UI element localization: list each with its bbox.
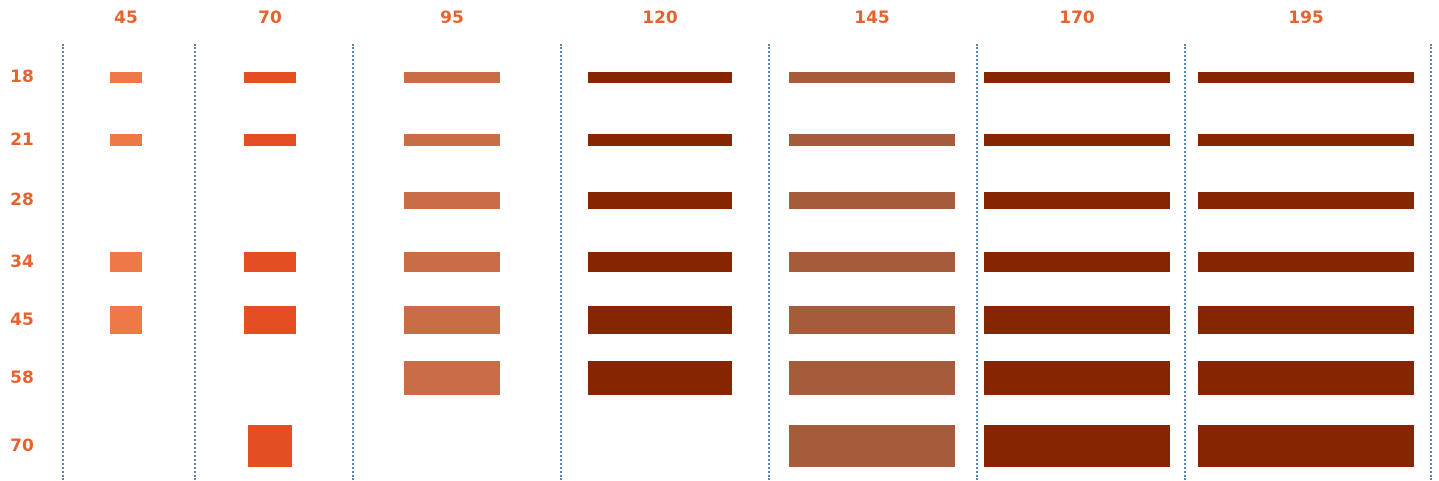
bar-120-21	[588, 133, 732, 147]
bar-170-34	[984, 251, 1170, 273]
row-label-18: 18	[10, 67, 34, 87]
column-divider	[768, 44, 770, 480]
bar-120-45	[588, 306, 732, 334]
bar-95-21	[404, 133, 500, 147]
bar-45-45	[110, 306, 142, 334]
bar-70-70	[248, 425, 292, 467]
column-label-170: 170	[1059, 8, 1095, 28]
bar-170-45	[984, 306, 1170, 334]
bar-170-28	[984, 191, 1170, 209]
bar-195-28	[1198, 191, 1414, 209]
column-label-70: 70	[258, 8, 282, 28]
column-divider	[560, 44, 562, 480]
bar-120-28	[588, 191, 732, 209]
column-label-195: 195	[1288, 8, 1324, 28]
bar-195-70	[1198, 425, 1414, 467]
row-label-45: 45	[10, 310, 34, 330]
bar-95-58	[404, 360, 500, 396]
bar-145-18	[789, 71, 955, 83]
bar-45-21	[110, 133, 142, 147]
bar-70-45	[244, 306, 296, 334]
row-label-28: 28	[10, 190, 34, 210]
bar-45-34	[110, 251, 142, 273]
bar-170-21	[984, 133, 1170, 147]
column-label-45: 45	[114, 8, 138, 28]
bar-145-58	[789, 360, 955, 396]
column-divider	[1430, 44, 1432, 480]
bar-70-18	[244, 71, 296, 83]
column-divider	[352, 44, 354, 480]
bar-145-21	[789, 133, 955, 147]
column-divider	[976, 44, 978, 480]
column-divider	[62, 44, 64, 480]
bar-145-70	[789, 425, 955, 467]
bar-95-28	[404, 191, 500, 209]
bar-145-45	[789, 306, 955, 334]
bar-120-58	[588, 360, 732, 396]
bar-70-21	[244, 133, 296, 147]
bar-120-34	[588, 251, 732, 273]
bar-195-45	[1198, 306, 1414, 334]
row-label-58: 58	[10, 368, 34, 388]
row-label-70: 70	[10, 436, 34, 456]
row-label-21: 21	[10, 130, 34, 150]
bar-195-21	[1198, 133, 1414, 147]
column-label-145: 145	[854, 8, 890, 28]
column-label-95: 95	[440, 8, 464, 28]
bar-45-18	[110, 71, 142, 83]
row-label-34: 34	[10, 252, 34, 272]
bar-95-34	[404, 251, 500, 273]
bar-170-70	[984, 425, 1170, 467]
column-divider	[194, 44, 196, 480]
bar-70-34	[244, 251, 296, 273]
bar-170-58	[984, 360, 1170, 396]
bar-145-28	[789, 191, 955, 209]
bar-195-18	[1198, 71, 1414, 83]
bar-145-34	[789, 251, 955, 273]
bar-120-18	[588, 71, 732, 83]
bar-170-18	[984, 71, 1170, 83]
bar-95-18	[404, 71, 500, 83]
column-divider	[1184, 44, 1186, 480]
column-label-120: 120	[642, 8, 678, 28]
bar-95-45	[404, 306, 500, 334]
bar-195-58	[1198, 360, 1414, 396]
bar-195-34	[1198, 251, 1414, 273]
